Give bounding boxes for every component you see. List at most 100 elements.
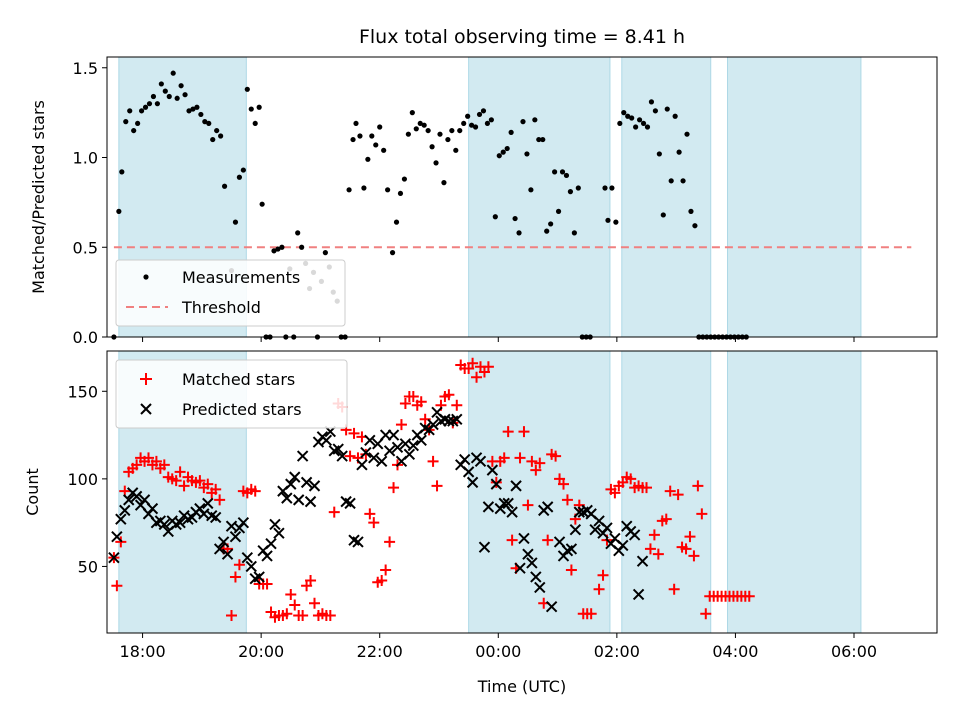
matched-star-point-2 <box>111 580 123 592</box>
matched-star-point-18 <box>174 466 186 478</box>
measurement-point-143 <box>684 131 690 137</box>
top-y-axis: 0.0 0.5 1.0 1.5 <box>73 59 107 347</box>
matched-star-point-40 <box>261 578 273 590</box>
measurement-point-23 <box>198 111 204 118</box>
matched-star-point-67 <box>368 517 380 529</box>
matched-star-point-113 <box>550 450 562 462</box>
matched-star-point-142 <box>668 583 680 595</box>
legend-measurements-marker <box>143 274 149 280</box>
measurement-point-36 <box>252 120 258 127</box>
measurement-point-88 <box>457 127 463 134</box>
matched-star-point-116 <box>561 494 573 506</box>
matched-star-point-52 <box>309 597 320 609</box>
predicted-star-point-77 <box>407 439 420 452</box>
predicted-star-point-65 <box>360 446 372 459</box>
y-tick-label-4: 1.5 <box>73 59 98 78</box>
matched-star-point-77 <box>407 391 419 403</box>
measurement-point-86 <box>449 127 455 134</box>
measurement-point-104 <box>520 119 526 125</box>
predicted-star-point-107 <box>526 557 538 569</box>
measurement-point-75 <box>405 131 411 137</box>
measurement-point-128 <box>625 113 631 119</box>
measurement-point-123 <box>605 217 611 223</box>
matched-star-point-161 <box>743 590 755 602</box>
measurement-point-61 <box>350 136 356 143</box>
measurement-point-43 <box>279 244 285 250</box>
measurement-point-24 <box>202 119 208 125</box>
measurement-point-5 <box>127 108 133 114</box>
predicted-star-point-102 <box>506 506 518 518</box>
bottom-plot-frame <box>106 350 938 634</box>
matched-star-point-123 <box>593 583 605 595</box>
predicted-star-point-122 <box>589 523 601 536</box>
measurement-point-96 <box>488 117 494 123</box>
predicted-star-point-82 <box>427 418 439 431</box>
measurement-point-9 <box>142 104 149 110</box>
predicted-star-point-76 <box>403 448 416 461</box>
predicted-star-point-30 <box>221 548 234 560</box>
measurement-point-102 <box>512 215 518 222</box>
matched-star-point-79 <box>415 396 427 408</box>
matched-star-point-88 <box>451 399 463 411</box>
matched-star-point-140 <box>660 513 672 525</box>
matched-star-point-83 <box>431 480 443 492</box>
matched-star-point-31 <box>226 609 237 621</box>
predicted-star-point-134 <box>636 555 649 567</box>
measurement-point-101 <box>508 129 514 135</box>
measurement-point-111 <box>548 221 554 227</box>
x-tick-label-3: 22:00 <box>357 642 403 661</box>
panel-top: 0.0 0.5 1.0 1.5 Matched/Predicted stars Mea… <box>29 56 938 347</box>
measurement-point-25 <box>206 120 212 127</box>
y-tick-label-3: 150 <box>67 382 98 401</box>
measurement-point-29 <box>221 183 228 189</box>
measurement-point-98 <box>496 153 502 159</box>
predicted-star-point-38 <box>253 571 265 583</box>
predicted-star-point-1 <box>108 551 120 564</box>
measurement-point-136 <box>656 151 662 157</box>
matched-star-point-72 <box>388 482 400 494</box>
matched-star-point-96 <box>482 361 494 373</box>
measurement-point-122 <box>602 185 608 191</box>
matched-star-point-10 <box>143 452 154 464</box>
legend-matched-label: Matched stars <box>182 370 295 389</box>
predicted-star-point-92 <box>466 476 479 489</box>
matched-star-point-102 <box>506 534 518 546</box>
matched-star-point-105 <box>518 426 530 438</box>
y-tick-label-1: 50 <box>78 557 98 576</box>
predicted-star-point-108 <box>530 571 542 583</box>
predicted-star-point-47 <box>289 471 301 483</box>
predicted-star-point-73 <box>391 441 404 454</box>
top-y-axis-label: Matched/Predicted stars <box>29 100 48 294</box>
matched-star-point-71 <box>384 536 396 548</box>
matched-star-point-115 <box>558 478 569 490</box>
measurement-point-7 <box>135 120 141 127</box>
matched-star-point-49 <box>297 609 309 621</box>
predicted-star-point-101 <box>502 497 514 510</box>
predicted-star-point-116 <box>565 543 578 555</box>
matched-star-point-149 <box>696 508 708 520</box>
measurement-point-35 <box>248 106 254 112</box>
y-tick-label-3: 1.0 <box>73 149 98 168</box>
predicted-star-point-79 <box>415 434 427 447</box>
legend-threshold-label: Threshold <box>181 298 261 317</box>
matched-star-point-46 <box>285 588 297 600</box>
measurement-point-131 <box>636 117 643 123</box>
predicted-star-point-61 <box>344 497 356 510</box>
matched-star-point-51 <box>305 574 317 586</box>
matched-star-point-109 <box>534 457 546 469</box>
matched-star-point-92 <box>467 357 479 369</box>
measurement-point-60 <box>346 187 352 193</box>
measurement-point-32 <box>236 174 243 180</box>
measurement-point-37 <box>256 104 262 110</box>
predicted-star-point-106 <box>522 548 534 560</box>
top-legend-box <box>115 259 346 327</box>
predicted-star-point-103 <box>510 480 522 492</box>
matched-star-point-136 <box>644 543 656 555</box>
measurement-point-70 <box>385 187 391 193</box>
measurement-point-106 <box>528 187 534 193</box>
measurement-point-62 <box>353 120 359 127</box>
measurement-point-100 <box>504 145 510 152</box>
measurement-point-95 <box>484 120 491 127</box>
predicted-star-point-28 <box>213 543 226 555</box>
